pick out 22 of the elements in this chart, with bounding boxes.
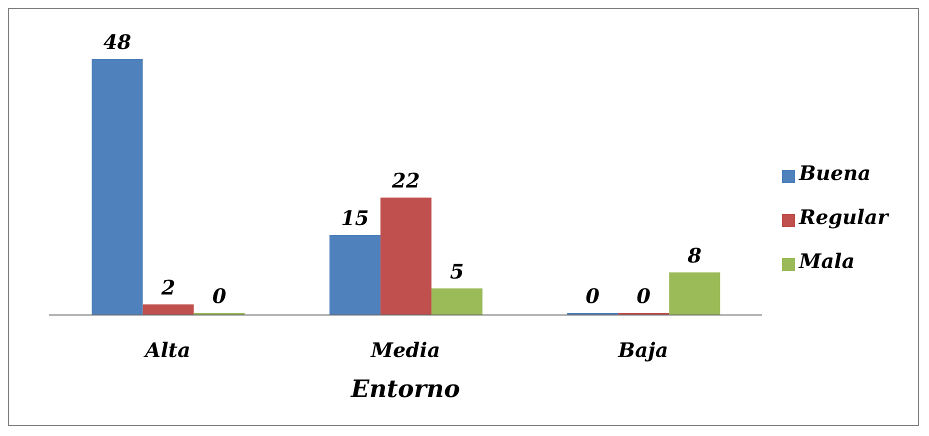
legend-label: Mala [799, 249, 855, 273]
data-label: 0 [586, 284, 600, 308]
data-label: 0 [636, 284, 651, 308]
x-tick-label: Media [370, 338, 440, 362]
bar [669, 272, 720, 315]
legend-label: Buena [799, 161, 871, 185]
x-tick-label: Baja [617, 338, 668, 362]
data-label: 8 [688, 243, 702, 268]
data-label: 48 [103, 30, 132, 54]
x-tick-label: Alta [143, 338, 190, 362]
data-label: 15 [341, 206, 369, 230]
bar [431, 288, 482, 315]
bar [142, 304, 194, 315]
data-label: 0 [212, 284, 226, 308]
legend-label: Regular [799, 205, 888, 229]
x-axis-title: Entorno [350, 374, 460, 403]
bar [329, 235, 380, 315]
bar [92, 59, 143, 315]
bar [380, 198, 432, 315]
data-label: 2 [160, 275, 176, 300]
data-label: 22 [391, 168, 420, 193]
data-label: 5 [450, 259, 464, 284]
